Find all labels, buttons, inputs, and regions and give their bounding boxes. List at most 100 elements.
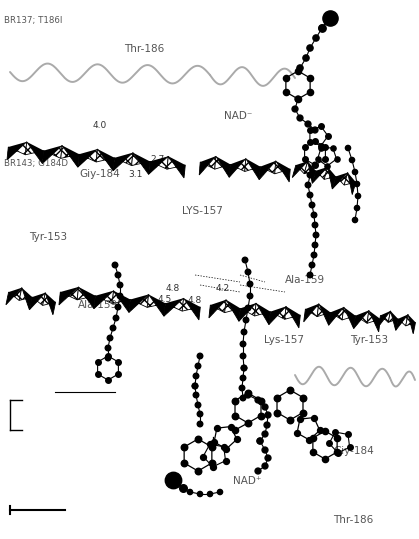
- Point: [239, 384, 246, 392]
- Polygon shape: [7, 142, 27, 160]
- Point: [245, 391, 251, 399]
- Point: [245, 419, 251, 427]
- Point: [327, 13, 334, 22]
- Point: [294, 429, 300, 437]
- Point: [261, 403, 268, 411]
- Point: [111, 261, 118, 270]
- Point: [309, 201, 316, 209]
- Point: [210, 462, 216, 471]
- Polygon shape: [113, 153, 133, 171]
- Point: [312, 161, 318, 169]
- Point: [354, 179, 360, 188]
- Point: [287, 416, 293, 424]
- Point: [255, 396, 261, 404]
- Point: [257, 437, 264, 445]
- Point: [232, 426, 238, 434]
- Polygon shape: [94, 291, 114, 309]
- Point: [257, 437, 264, 445]
- Polygon shape: [239, 303, 256, 321]
- Point: [300, 408, 306, 417]
- Point: [333, 155, 340, 163]
- Polygon shape: [133, 153, 150, 174]
- Point: [209, 443, 215, 451]
- Polygon shape: [348, 172, 356, 195]
- Polygon shape: [6, 288, 22, 305]
- Point: [245, 268, 251, 277]
- Text: Tyr-153: Tyr-153: [350, 335, 388, 344]
- Polygon shape: [324, 167, 336, 189]
- Point: [94, 370, 101, 378]
- Polygon shape: [167, 156, 185, 178]
- Point: [312, 161, 318, 169]
- Polygon shape: [269, 306, 286, 324]
- Point: [307, 137, 313, 146]
- Point: [329, 143, 336, 152]
- Polygon shape: [328, 167, 336, 189]
- Text: Lys-157: Lys-157: [264, 335, 304, 344]
- Point: [258, 396, 264, 405]
- Point: [301, 155, 308, 163]
- Polygon shape: [245, 158, 260, 179]
- Point: [265, 454, 272, 462]
- Point: [264, 420, 270, 429]
- Point: [214, 424, 220, 432]
- Polygon shape: [59, 287, 79, 305]
- Point: [261, 446, 268, 454]
- Point: [247, 280, 253, 288]
- Point: [322, 143, 329, 151]
- Polygon shape: [304, 304, 319, 322]
- Point: [303, 54, 309, 63]
- Polygon shape: [209, 300, 226, 318]
- Point: [325, 132, 331, 140]
- Point: [307, 126, 313, 134]
- Point: [307, 74, 313, 82]
- Polygon shape: [292, 161, 308, 178]
- Point: [307, 171, 313, 179]
- Text: 4.8: 4.8: [188, 296, 202, 305]
- Point: [113, 314, 119, 322]
- Polygon shape: [396, 314, 408, 330]
- Point: [258, 411, 264, 420]
- Point: [307, 271, 313, 279]
- Point: [115, 358, 122, 367]
- Point: [105, 376, 111, 384]
- Point: [195, 434, 202, 443]
- Point: [240, 340, 246, 348]
- Point: [354, 204, 360, 212]
- Point: [300, 393, 306, 402]
- Point: [297, 415, 303, 424]
- Point: [312, 241, 318, 250]
- Polygon shape: [229, 158, 246, 177]
- Polygon shape: [259, 161, 276, 179]
- Text: BR143; G184D: BR143; G184D: [4, 160, 68, 168]
- Point: [197, 351, 203, 360]
- Polygon shape: [132, 153, 150, 174]
- Text: 4.8: 4.8: [166, 284, 180, 293]
- Point: [197, 420, 203, 429]
- Text: 4.0: 4.0: [92, 121, 106, 129]
- Polygon shape: [209, 300, 226, 318]
- Point: [310, 211, 317, 219]
- Point: [352, 168, 358, 176]
- Point: [241, 364, 247, 372]
- Point: [326, 439, 332, 448]
- Point: [222, 457, 229, 465]
- Text: 4.2: 4.2: [216, 284, 230, 293]
- Point: [197, 410, 203, 418]
- Point: [354, 192, 361, 201]
- Polygon shape: [199, 156, 216, 175]
- Point: [318, 122, 324, 131]
- Point: [200, 452, 207, 461]
- Point: [312, 137, 318, 146]
- Polygon shape: [292, 161, 308, 178]
- Point: [314, 155, 321, 163]
- Polygon shape: [259, 161, 276, 179]
- Polygon shape: [182, 298, 200, 320]
- Polygon shape: [42, 146, 62, 163]
- Point: [197, 490, 203, 499]
- Point: [115, 303, 122, 312]
- Point: [318, 144, 324, 153]
- Polygon shape: [129, 294, 149, 313]
- Polygon shape: [225, 300, 241, 321]
- Point: [301, 143, 308, 151]
